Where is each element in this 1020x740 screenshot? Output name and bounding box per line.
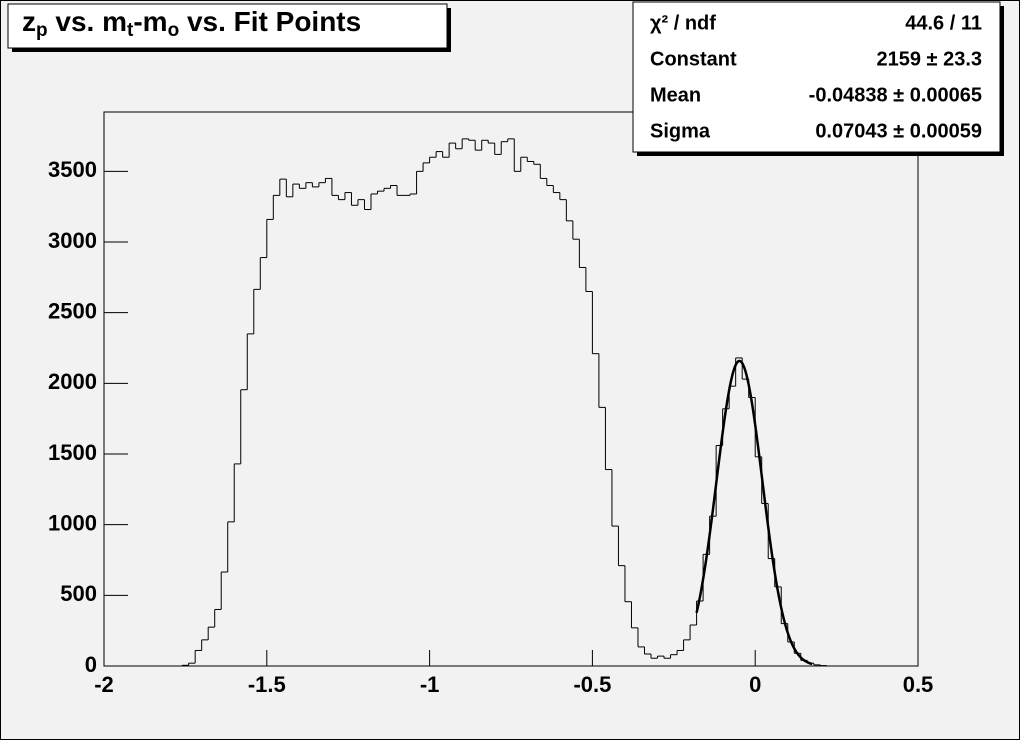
title-subscript: o bbox=[168, 20, 180, 41]
y-tick-label: 3500 bbox=[48, 157, 97, 182]
x-tick-label: -2 bbox=[94, 672, 114, 697]
stats-label: Mean bbox=[650, 84, 701, 106]
y-tick-label: 2500 bbox=[48, 298, 97, 323]
chart-title: zp vs. mt-mo vs. Fit Points bbox=[22, 6, 361, 41]
title-part: vs. Fit Points bbox=[179, 6, 361, 37]
x-tick-label: 0 bbox=[749, 672, 761, 697]
bin-steps bbox=[181, 138, 828, 666]
x-tick-label: -1.5 bbox=[248, 672, 286, 697]
x-tick-label: -0.5 bbox=[573, 672, 611, 697]
plot-frame bbox=[103, 111, 919, 667]
stats-value: 0.07043 ± 0.00059 bbox=[815, 120, 982, 142]
stats-label: χ² / ndf bbox=[650, 12, 716, 34]
stats-label: Sigma bbox=[650, 120, 711, 142]
title-part: z bbox=[22, 6, 36, 37]
stats: χ² / ndf 44.6 / 11 Constant 2159 ± 23.3 Mean… bbox=[650, 12, 982, 142]
x-tick-label: -1 bbox=[420, 672, 440, 697]
title-subscript: p bbox=[36, 20, 48, 41]
y-tick-label: 2000 bbox=[48, 369, 97, 394]
y-tick-label: 500 bbox=[60, 581, 97, 606]
y-tick-label: 3000 bbox=[48, 228, 97, 253]
y-tick-label: 1500 bbox=[48, 440, 97, 465]
stats-label: Constant bbox=[650, 48, 737, 70]
stats-value: -0.04838 ± 0.00065 bbox=[809, 84, 982, 106]
stats-value: 44.6 / 11 bbox=[905, 12, 982, 34]
title-part: -m bbox=[133, 6, 167, 37]
fit-curve bbox=[695, 359, 813, 666]
y-tick-label: 0 bbox=[85, 652, 97, 677]
x-tick-label: 0.5 bbox=[903, 672, 934, 697]
stats-value: 2159 ± 23.3 bbox=[876, 48, 982, 70]
title-subscript: t bbox=[127, 20, 134, 41]
title-part: vs. m bbox=[48, 6, 127, 37]
plot-area bbox=[103, 138, 919, 667]
title-box bbox=[7, 3, 448, 49]
y-tick-label: 1000 bbox=[48, 510, 97, 535]
stats-box bbox=[632, 1, 1001, 153]
